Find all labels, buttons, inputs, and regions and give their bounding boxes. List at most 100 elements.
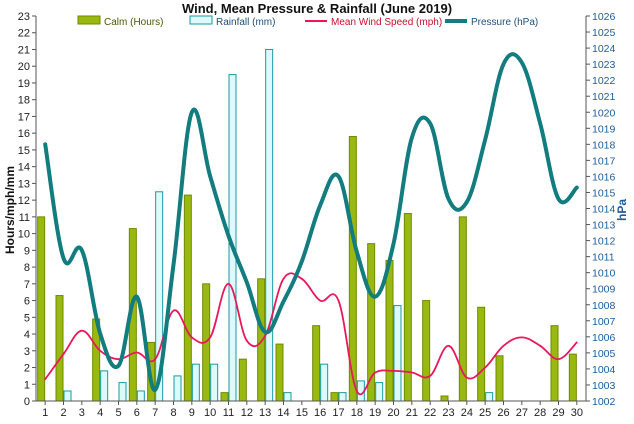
x-tick-label: 26 [497, 407, 509, 419]
y-tick-label: 12 [18, 195, 30, 207]
bar-calm-26 [495, 355, 504, 402]
y2-tick-label: 1020 [592, 107, 616, 119]
y-tick-label: 23 [18, 11, 30, 23]
bar-calm-16 [312, 325, 321, 402]
legend-label: Mean Wind Speed (mph) [331, 17, 442, 28]
bar-calm-17 [330, 392, 339, 402]
legend-swatch-calm [77, 15, 101, 25]
lines-group [43, 52, 579, 395]
bar-rainfall-16 [320, 363, 329, 402]
x-tick-label: 7 [152, 407, 158, 419]
chart-title: Wind, Mean Pressure & Rainfall (June 201… [182, 1, 452, 16]
y-tick-label: 5 [24, 312, 30, 324]
x-tick-label: 14 [277, 407, 289, 419]
bar-calm-1 [37, 216, 46, 402]
bar-rainfall-14 [283, 392, 292, 402]
y-tick-label: 4 [24, 329, 30, 341]
y2-tick-label: 1007 [592, 316, 616, 328]
bar-calm-2 [55, 295, 64, 402]
x-tick-label: 13 [259, 407, 271, 419]
bar-calm-12 [238, 358, 247, 402]
y2-tick-label: 1026 [592, 11, 616, 23]
axes-group: 0123456789101112131415161718192021222310… [18, 11, 616, 419]
bar-calm-25 [477, 306, 486, 402]
y-tick-label: 22 [18, 28, 30, 40]
bar-rainfall-17 [338, 392, 347, 402]
y2-tick-label: 1010 [592, 268, 616, 280]
y2-tick-label: 1017 [592, 155, 616, 167]
y-tick-label: 1 [24, 379, 30, 391]
y-tick-label: 3 [24, 346, 30, 358]
y2-tick-label: 1008 [592, 300, 616, 312]
x-tick-label: 16 [314, 407, 326, 419]
y-tick-label: 19 [18, 78, 30, 90]
y-tick-label: 18 [18, 95, 30, 107]
series-line-pressure [43, 52, 579, 392]
x-tick-label: 9 [189, 407, 195, 419]
x-tick-label: 27 [516, 407, 528, 419]
bar-calm-20 [385, 259, 394, 402]
bar-rainfall-8 [173, 375, 182, 402]
y-axis-label: Hours/mph/mm [3, 166, 17, 254]
x-tick-label: 18 [351, 407, 363, 419]
bars-group [37, 48, 577, 402]
y2-tick-label: 1015 [592, 187, 616, 199]
y-tick-label: 7 [24, 279, 30, 291]
bar-calm-30 [568, 353, 577, 402]
y2-tick-label: 1013 [592, 220, 616, 232]
x-tick-label: 21 [406, 407, 418, 419]
y2-tick-label: 1012 [592, 236, 616, 248]
x-tick-label: 10 [204, 407, 216, 419]
x-tick-label: 29 [552, 407, 564, 419]
y2-tick-label: 1021 [592, 91, 616, 103]
legend-label: Calm (Hours) [104, 17, 163, 28]
y2-tick-label: 1011 [592, 252, 615, 264]
x-tick-label: 11 [223, 407, 234, 419]
y-tick-label: 10 [18, 229, 30, 241]
x-tick-label: 24 [461, 407, 473, 419]
bar-rainfall-2 [63, 390, 72, 402]
y2-tick-label: 1009 [592, 284, 616, 296]
x-tick-label: 2 [60, 407, 66, 419]
x-tick-label: 30 [571, 407, 583, 419]
x-tick-label: 1 [42, 407, 48, 419]
y2-axis-label: hPa [615, 199, 629, 221]
bar-rainfall-5 [118, 382, 127, 402]
legend-label: Pressure (hPa) [471, 17, 538, 28]
x-tick-label: 28 [534, 407, 546, 419]
y2-tick-label: 1018 [592, 139, 616, 151]
y2-tick-label: 1006 [592, 332, 616, 344]
x-tick-label: 25 [479, 407, 491, 419]
series-line-wind-speed [44, 272, 578, 395]
y-tick-label: 8 [24, 262, 30, 274]
x-tick-label: 23 [442, 407, 454, 419]
bar-rainfall-25 [485, 392, 494, 402]
bar-calm-13 [257, 278, 266, 402]
legend-swatch-rainfall [189, 15, 213, 25]
y-tick-label: 21 [18, 44, 30, 56]
y2-tick-label: 1003 [592, 380, 616, 392]
y2-tick-label: 1014 [592, 204, 616, 216]
bar-calm-14 [275, 343, 284, 402]
x-tick-label: 6 [134, 407, 140, 419]
x-tick-label: 19 [369, 407, 381, 419]
x-tick-label: 15 [296, 407, 308, 419]
y2-tick-label: 1019 [592, 123, 616, 135]
y-tick-label: 16 [18, 128, 30, 140]
bar-rainfall-9 [191, 363, 200, 402]
x-tick-label: 5 [115, 407, 121, 419]
y-tick-label: 17 [18, 111, 30, 123]
y2-tick-label: 1024 [592, 43, 616, 55]
x-tick-label: 3 [79, 407, 85, 419]
y2-tick-label: 1002 [592, 396, 616, 408]
y-tick-label: 15 [18, 145, 30, 157]
bar-rainfall-10 [210, 363, 219, 402]
bar-rainfall-4 [100, 370, 109, 402]
y-tick-label: 6 [24, 296, 30, 308]
y2-tick-label: 1025 [592, 27, 616, 39]
bar-rainfall-6 [136, 390, 145, 402]
y2-tick-label: 1004 [592, 364, 616, 376]
x-tick-label: 12 [241, 407, 253, 419]
bar-rainfall-20 [393, 305, 402, 402]
